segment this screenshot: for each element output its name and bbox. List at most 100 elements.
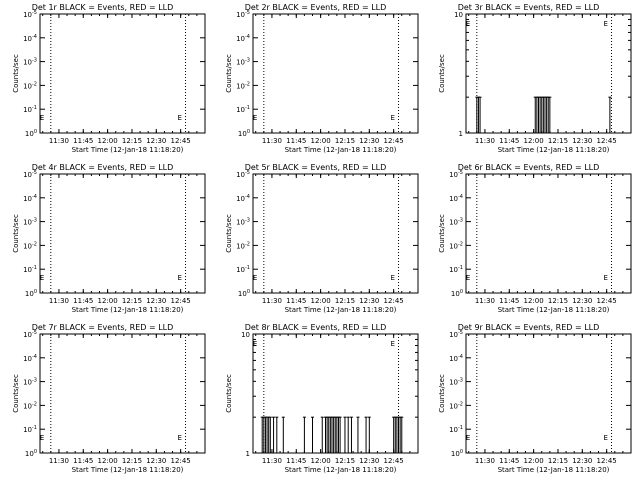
detector-chart: Det 9r BLACK = Events, RED = LLD 11:30 11:… — [438, 323, 632, 474]
e-marker: E — [466, 434, 470, 442]
detector-chart: Det 6r BLACK = Events, RED = LLD 11:30 11:… — [438, 163, 632, 314]
y-axis-label: Counts/sec — [438, 54, 446, 93]
e-marker: E — [466, 274, 470, 282]
e-marker: E — [391, 114, 395, 122]
x-tick-label: 12:30 — [572, 297, 592, 305]
e-marker: E — [40, 114, 44, 122]
x-tick-label: 12:00 — [98, 137, 118, 145]
plot-frame — [39, 333, 206, 454]
y-tick-label: 10-2 — [449, 241, 463, 250]
x-tick-label: 11:45 — [499, 297, 519, 305]
x-tick-label: 12:45 — [171, 137, 191, 145]
chart-title: Det 4r BLACK = Events, RED = LLD — [32, 163, 174, 172]
chart-title: Det 7r BLACK = Events, RED = LLD — [32, 323, 174, 332]
x-tick-label: 11:30 — [475, 297, 495, 305]
x-tick-label: 11:30 — [49, 457, 69, 465]
e-marker: E — [178, 114, 182, 122]
chart-title: Det 1r BLACK = Events, RED = LLD — [32, 3, 174, 12]
detector-panel-9: Det 9r BLACK = Events, RED = LLD 11:30 11:… — [426, 320, 639, 480]
y-tick-label: 100 — [238, 129, 250, 138]
x-axis-label: Start Time (12-Jan-18 11:18:20) — [285, 306, 397, 314]
x-tick-label: 12:00 — [311, 297, 331, 305]
x-tick-label: 12:30 — [146, 297, 166, 305]
detector-panel-3: Det 3r BLACK = Events, RED = LLD 11:30 11:… — [426, 0, 639, 160]
x-tick-label: 11:45 — [286, 297, 306, 305]
x-tick-label: 12:30 — [146, 137, 166, 145]
x-tick-label: 12:45 — [597, 457, 617, 465]
y-tick-label: 10-1 — [23, 425, 37, 434]
e-marker: E — [391, 340, 395, 348]
x-axis-label: Start Time (12-Jan-18 11:18:20) — [285, 466, 397, 474]
y-tick-label: 100 — [451, 289, 463, 298]
chart-title: Det 3r BLACK = Events, RED = LLD — [458, 3, 600, 12]
x-tick-label: 12:00 — [524, 137, 544, 145]
y-tick-label: 10 — [454, 11, 463, 19]
y-tick-label: 10-2 — [449, 401, 463, 410]
y-tick-label: 10-5 — [449, 330, 463, 339]
y-tick-label: 10-1 — [23, 265, 37, 274]
chart-title: Det 2r BLACK = Events, RED = LLD — [245, 3, 387, 12]
plot-frame — [39, 173, 206, 294]
y-tick-label: 10-2 — [23, 241, 37, 250]
y-tick-label: 10-4 — [449, 354, 463, 363]
y-axis-label: Counts/sec — [225, 374, 233, 413]
y-tick-label: 10-3 — [236, 218, 250, 227]
x-tick-label: 11:45 — [286, 457, 306, 465]
y-tick-label: 10-4 — [236, 194, 250, 203]
detector-chart: Det 7r BLACK = Events, RED = LLD 11:30 11:… — [12, 323, 206, 474]
plot-frame — [252, 173, 419, 294]
y-tick-label: 100 — [451, 449, 463, 458]
e-marker: E — [253, 274, 257, 282]
x-tick-label: 12:00 — [311, 137, 331, 145]
x-tick-label: 12:45 — [384, 457, 404, 465]
e-marker: E — [178, 434, 182, 442]
y-tick-label: 100 — [238, 289, 250, 298]
y-tick-label: 10-1 — [449, 425, 463, 434]
x-axis-label: Start Time (12-Jan-18 11:18:20) — [72, 306, 184, 314]
x-tick-label: 12:15 — [335, 457, 355, 465]
x-tick-label: 11:30 — [49, 297, 69, 305]
e-marker: E — [40, 274, 44, 282]
detector-panel-4: Det 4r BLACK = Events, RED = LLD 11:30 11:… — [0, 160, 213, 320]
y-tick-label: 100 — [25, 129, 37, 138]
plot-frame — [465, 333, 632, 454]
y-tick-label: 10-5 — [23, 330, 37, 339]
x-tick-label: 12:15 — [122, 137, 142, 145]
y-tick-label: 10-3 — [23, 378, 37, 387]
x-tick-label: 12:00 — [311, 457, 331, 465]
x-tick-label: 11:45 — [499, 457, 519, 465]
y-tick-label: 10-5 — [449, 170, 463, 179]
x-tick-label: 11:30 — [49, 137, 69, 145]
chart-title: Det 9r BLACK = Events, RED = LLD — [458, 323, 600, 332]
x-axis-label: Start Time (12-Jan-18 11:18:20) — [498, 306, 610, 314]
plot-frame — [252, 13, 419, 134]
y-tick-label: 10-4 — [449, 194, 463, 203]
x-tick-label: 12:15 — [335, 297, 355, 305]
y-tick-label: 10-1 — [449, 265, 463, 274]
plot-frame — [39, 13, 206, 134]
y-tick-label: 10-5 — [236, 170, 250, 179]
x-tick-label: 12:30 — [359, 297, 379, 305]
y-tick-label: 10-1 — [236, 105, 250, 114]
x-tick-label: 12:15 — [548, 137, 568, 145]
e-marker: E — [253, 114, 257, 122]
x-tick-label: 11:45 — [73, 297, 93, 305]
x-axis-label: Start Time (12-Jan-18 11:18:20) — [498, 466, 610, 474]
y-axis-label: Counts/sec — [225, 54, 233, 93]
x-tick-label: 12:45 — [597, 297, 617, 305]
y-axis-label: Counts/sec — [12, 54, 20, 93]
e-marker: E — [604, 434, 608, 442]
y-tick-label: 10-5 — [23, 170, 37, 179]
x-axis-label: Start Time (12-Jan-18 11:18:20) — [498, 146, 610, 154]
x-tick-label: 11:30 — [262, 297, 282, 305]
detector-chart: Det 1r BLACK = Events, RED = LLD 11:30 11:… — [12, 3, 206, 154]
y-tick-label: 10-5 — [236, 10, 250, 19]
x-tick-label: 12:30 — [146, 457, 166, 465]
x-axis-label: Start Time (12-Jan-18 11:18:20) — [72, 466, 184, 474]
detector-panel-6: Det 6r BLACK = Events, RED = LLD 11:30 11:… — [426, 160, 639, 320]
y-axis-label: Counts/sec — [12, 374, 20, 413]
x-tick-label: 11:30 — [262, 457, 282, 465]
y-tick-label: 10-3 — [449, 378, 463, 387]
y-tick-label: 100 — [25, 449, 37, 458]
